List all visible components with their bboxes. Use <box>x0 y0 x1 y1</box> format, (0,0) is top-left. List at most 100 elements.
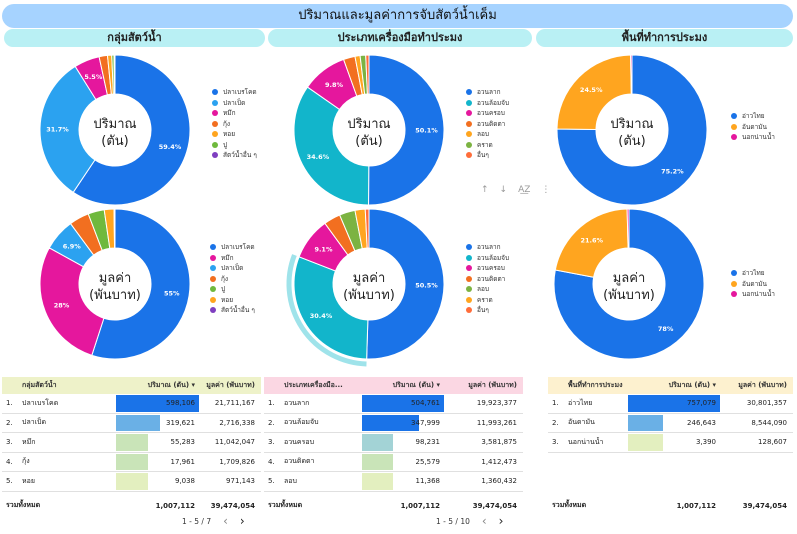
chevron-right-icon[interactable]: › <box>498 514 504 528</box>
table-row[interactable]: 5. ลอบ 11,368 1,360,432 <box>264 472 523 492</box>
legend-item[interactable]: ลอบ <box>466 129 509 140</box>
legend-item[interactable]: อวนล้อมจับ <box>466 98 509 109</box>
chevron-left-icon[interactable]: ‹ <box>223 514 228 528</box>
legend-item[interactable]: กุ้ง <box>210 274 255 285</box>
table-row[interactable]: 1. อวนลาก 504,761 19,923,377 <box>264 394 523 414</box>
donut-chart-gear-value[interactable]: 50.5% 30.4% 9.1% มูลค่า (พันบาท) <box>286 208 445 367</box>
legend-item[interactable]: คราด <box>466 140 509 151</box>
legend-item[interactable]: หอย <box>210 295 255 306</box>
legend-item[interactable]: หอย <box>212 129 257 140</box>
volume-text: 598,106 <box>166 399 195 408</box>
pie-slice[interactable] <box>365 54 370 95</box>
legend-item[interactable]: ปลาเบรโคด <box>212 87 257 98</box>
slice-data-label: 5.5% <box>84 73 103 81</box>
table-row[interactable]: 3. อวนครอบ 98,231 3,581,875 <box>264 433 523 453</box>
row-index: 3. <box>6 438 13 447</box>
pie-slice[interactable] <box>553 208 705 360</box>
legend-item[interactable]: สัตว์น้ำอื่น ๆ <box>212 150 257 161</box>
legend-label: หอย <box>223 130 235 139</box>
legend-item[interactable]: อวนติดตา <box>466 119 509 130</box>
legend-item[interactable]: อวนครอบ <box>466 108 509 119</box>
row-value: 11,042,047 <box>214 438 255 447</box>
legend-item[interactable]: อื่นๆ <box>466 150 509 161</box>
legend-item[interactable]: อันดามัน <box>731 122 775 133</box>
donut-center-unit: (พันบาท) <box>343 288 395 303</box>
legend-item[interactable]: ปู <box>212 140 257 151</box>
legend-item[interactable]: หมึก <box>212 108 257 119</box>
pie-slice[interactable] <box>556 54 708 206</box>
row-volume: 3,390 <box>628 433 720 452</box>
pie-slice[interactable] <box>366 208 445 360</box>
donut-chart-species-volume[interactable]: 59.4% 31.7% 5.5% ปริมาณ (ตัน) <box>39 54 191 206</box>
donut-center-unit: (พันบาท) <box>89 288 141 303</box>
pie-slice[interactable] <box>72 54 191 206</box>
header-name[interactable]: กลุ่มสัตว์น้ำ <box>22 381 57 389</box>
table-row[interactable]: 2. ปลาเป็ด 319,621 2,716,338 <box>2 414 261 433</box>
legend-item[interactable]: คราด <box>466 295 509 306</box>
donut-chart-area-volume[interactable]: 75.2% 24.5% ปริมาณ (ตัน) <box>556 54 708 206</box>
donut-chart-area-value[interactable]: 78% 21.6% มูลค่า (พันบาท) <box>553 208 705 360</box>
sort-descending-icon[interactable]: ↓ <box>499 185 508 195</box>
sort-az-icon[interactable]: A͟Z <box>518 185 531 195</box>
legend-item[interactable]: อวนครอบ <box>466 263 509 274</box>
legend-item[interactable]: ปู <box>210 284 255 295</box>
legend-item[interactable]: อ่าวไทย <box>731 111 775 122</box>
more-options-icon[interactable]: ⋮ <box>541 185 551 195</box>
legend-item[interactable]: อันดามัน <box>731 279 775 290</box>
table-row[interactable]: 1. อ่าวไทย 757,079 30,801,357 <box>548 394 793 414</box>
legend-item[interactable]: อื่นๆ <box>466 305 509 316</box>
pie-slice[interactable] <box>39 65 97 193</box>
table-row[interactable]: 1. ปลาเบรโคด 598,106 21,711,167 <box>2 394 261 414</box>
legend-item[interactable]: สัตว์น้ำอื่น ๆ <box>210 305 255 316</box>
pie-slice[interactable] <box>91 208 191 360</box>
legend-item[interactable]: นอกน่านน้ำ <box>731 289 775 300</box>
table-row[interactable]: 3. นอกน่านน้ำ 3,390 128,607 <box>548 433 793 453</box>
legend-item[interactable]: ปลาเป็ด <box>210 263 255 274</box>
legend-item[interactable]: ลอบ <box>466 284 509 295</box>
chevron-left-icon[interactable]: ‹ <box>481 514 487 528</box>
row-volume: 11,368 <box>362 472 444 491</box>
legend-item[interactable]: ปลาเป็ด <box>212 98 257 109</box>
row-value: 1,412,473 <box>481 457 517 466</box>
table-row[interactable]: 4. อวนติดตา 25,579 1,412,473 <box>264 453 523 472</box>
table-row[interactable]: 2. อันดามัน 246,643 8,544,090 <box>548 414 793 433</box>
table-row[interactable]: 4. กุ้ง 17,961 1,709,826 <box>2 453 261 472</box>
header-name[interactable]: ประเภทเครื่องมือ... <box>284 381 343 389</box>
pie-slice[interactable] <box>626 208 630 249</box>
legend-item[interactable]: อวนติดตา <box>466 274 509 285</box>
legend-item[interactable]: อวนลาก <box>466 87 509 98</box>
pie-slice[interactable] <box>364 208 370 249</box>
pie-slice[interactable] <box>293 256 369 360</box>
table-row[interactable]: 2. อวนล้อมจับ 347,999 11,993,261 <box>264 414 523 433</box>
legend-item[interactable]: นอกน่านน้ำ <box>731 132 775 143</box>
pie-slice[interactable] <box>368 54 445 206</box>
legend-item[interactable]: หมึก <box>210 253 255 264</box>
chevron-right-icon[interactable]: › <box>239 514 245 528</box>
pie-slice[interactable] <box>554 208 629 278</box>
header-value[interactable]: มูลค่า (พันบาท) <box>738 381 787 389</box>
header-volume-sort[interactable]: ปริมาณ (ตัน) ▾ <box>668 381 716 389</box>
row-index: 2. <box>6 418 13 427</box>
legend-item[interactable]: ปลาเบรโคด <box>210 242 255 253</box>
header-value[interactable]: มูลค่า (พันบาท) <box>468 381 517 389</box>
legend-item[interactable]: กุ้ง <box>212 119 257 130</box>
header-volume-sort[interactable]: ปริมาณ (ตัน) ▾ <box>147 381 195 389</box>
pie-slice[interactable] <box>113 54 116 95</box>
sort-ascending-icon[interactable]: ↑ <box>481 185 489 195</box>
legend-item[interactable]: อวนลาก <box>466 242 509 253</box>
donut-chart-species-value[interactable]: 55% 28% 6.9% มูลค่า (พันบาท) <box>39 208 191 360</box>
legend-item[interactable]: อวนล้อมจับ <box>466 253 509 264</box>
pie-slice[interactable] <box>293 86 370 206</box>
table-row[interactable]: 5. หอย 9,038 971,143 <box>2 472 261 492</box>
header-name[interactable]: พื้นที่ทำการประมง <box>568 381 623 389</box>
legend-item[interactable]: อ่าวไทย <box>731 268 775 279</box>
donut-chart-gear-volume[interactable]: 50.1% 34.6% 9.8% ปริมาณ (ตัน) <box>293 54 445 206</box>
header-volume-sort[interactable]: ปริมาณ (ตัน) ▾ <box>392 381 440 389</box>
pie-slice[interactable] <box>39 247 105 356</box>
pie-slice[interactable] <box>113 208 116 249</box>
legend-swatch <box>731 291 737 298</box>
header-value[interactable]: มูลค่า (พันบาท) <box>206 381 255 389</box>
pie-slice[interactable] <box>630 54 633 95</box>
table-row[interactable]: 3. หมึก 55,283 11,042,047 <box>2 433 261 453</box>
slice-data-label: 9.8% <box>325 81 344 89</box>
